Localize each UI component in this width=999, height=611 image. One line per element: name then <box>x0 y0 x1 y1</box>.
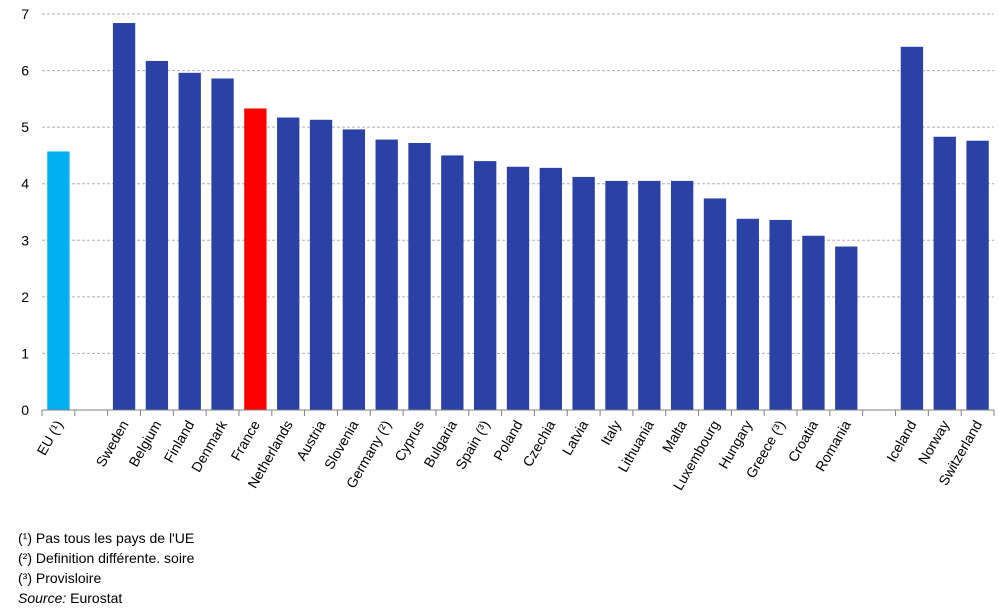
source-line: Source: Eurostat <box>18 588 194 608</box>
x-tick-label: Poland <box>490 418 526 464</box>
bar <box>474 161 497 410</box>
y-tick-label: 6 <box>21 63 29 79</box>
bar <box>506 166 530 410</box>
bar <box>736 218 759 410</box>
y-tick-label: 0 <box>21 402 29 418</box>
bar <box>145 60 169 410</box>
x-tick-labels: EU (¹) SwedenBelgiumFinlandDenmarkFranceN… <box>33 417 985 493</box>
bar <box>769 219 792 410</box>
x-tick-label: France <box>227 417 263 463</box>
x-tick-label: EU (¹) <box>33 418 66 458</box>
bar <box>835 246 858 410</box>
y-tick-label: 1 <box>21 345 29 361</box>
y-tick-label: 4 <box>21 176 29 192</box>
y-tick-label: 7 <box>21 6 29 22</box>
bar <box>900 46 924 411</box>
bar <box>933 136 956 410</box>
y-tick-label: 3 <box>21 232 29 248</box>
bar <box>277 117 300 410</box>
source-value: Eurostat <box>70 590 123 606</box>
bar <box>966 140 989 410</box>
bar <box>244 108 267 410</box>
footnote-1: (¹) Pas tous les pays de l'UE <box>18 530 195 546</box>
x-tick-label: Czechia <box>519 417 558 469</box>
bar-chart: 0 1 2 3 4 5 6 7 EU (¹) SwedenBelgiumFinlandDenma… <box>21 6 995 493</box>
x-tick-label: Latvia <box>559 417 592 458</box>
footnote-3: (³) Provisloire <box>18 570 102 586</box>
x-tick-label: Malta <box>659 417 690 455</box>
bar <box>178 72 201 410</box>
x-tick-label: Italy <box>597 418 624 448</box>
source-label: Source: <box>18 590 67 606</box>
y-tick-labels: 0 1 2 3 4 5 6 7 <box>21 6 29 418</box>
footnotes: (¹) Pas tous les pays de l'UE (²) Defini… <box>18 528 194 608</box>
bar <box>408 142 431 411</box>
x-tick-label: Iceland <box>883 418 919 465</box>
bar <box>112 23 136 411</box>
y-tick-label: 5 <box>21 119 29 135</box>
bar <box>802 235 825 410</box>
bar <box>670 180 694 410</box>
bars <box>47 23 989 411</box>
bar <box>703 198 727 410</box>
x-tick-label: Croatia <box>785 417 822 464</box>
bar <box>605 180 628 410</box>
bar <box>47 151 70 410</box>
footnote-2: (²) Definition différente. soire <box>18 550 195 566</box>
bar <box>572 176 595 410</box>
bar <box>211 78 234 411</box>
bar <box>342 129 366 410</box>
bar <box>309 119 333 410</box>
y-tick-label: 2 <box>21 289 29 305</box>
axes <box>41 409 995 416</box>
bar <box>539 167 562 410</box>
bar <box>375 139 398 410</box>
bar <box>441 155 464 410</box>
bar <box>638 180 661 410</box>
x-tick-label: Austria <box>293 417 329 463</box>
x-tick-label: Cyprus <box>391 418 427 464</box>
